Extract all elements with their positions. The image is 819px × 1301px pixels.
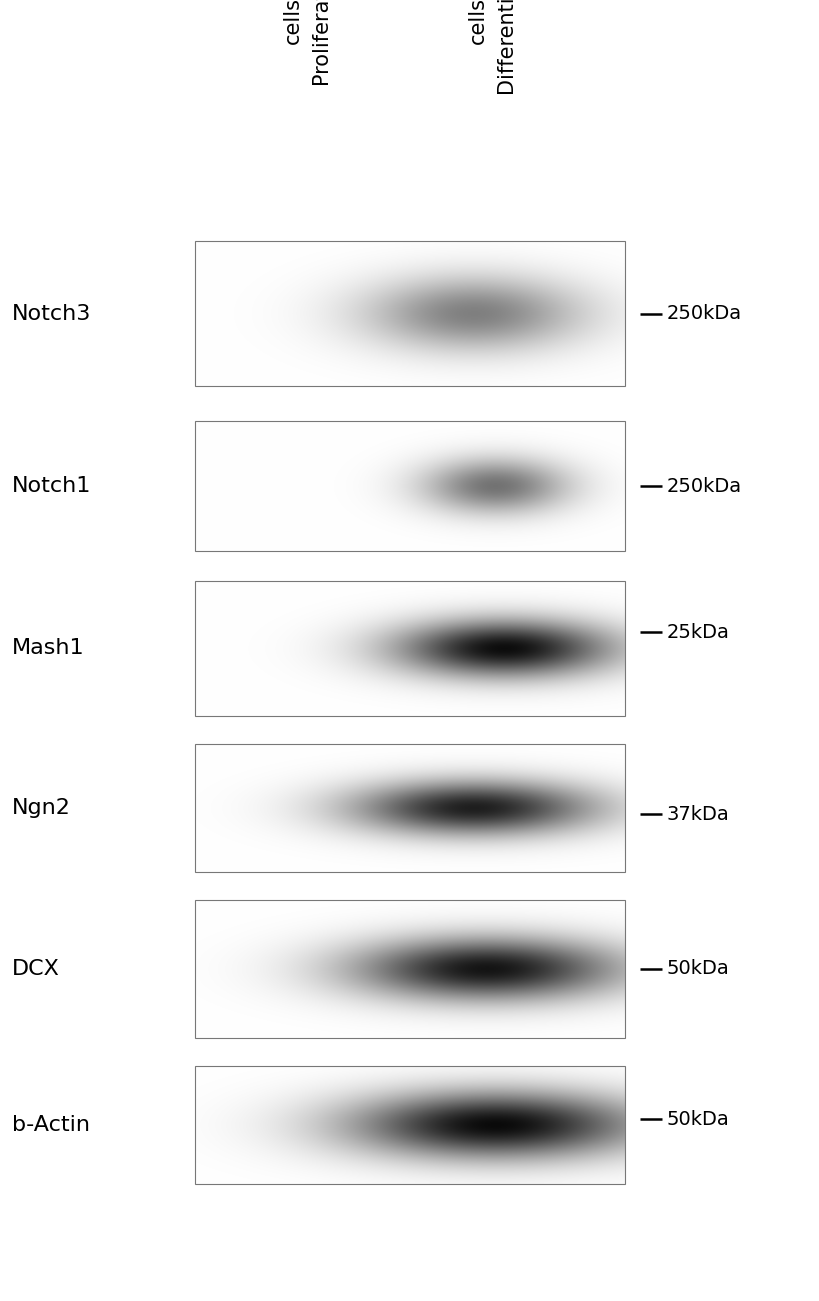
Text: b-Actin: b-Actin bbox=[12, 1115, 90, 1134]
Bar bbox=[195, 582, 624, 716]
Text: 50kDa: 50kDa bbox=[666, 1110, 729, 1128]
Text: Proliferating: Proliferating bbox=[310, 0, 331, 85]
Text: Ngn2: Ngn2 bbox=[12, 798, 70, 818]
Text: 250kDa: 250kDa bbox=[666, 476, 741, 496]
Text: 37kDa: 37kDa bbox=[666, 805, 729, 824]
Bar bbox=[195, 900, 624, 1038]
Text: Notch1: Notch1 bbox=[12, 476, 91, 496]
Bar bbox=[195, 744, 624, 872]
Text: cells: cells bbox=[468, 0, 487, 44]
Text: 25kDa: 25kDa bbox=[666, 623, 729, 641]
Bar bbox=[195, 422, 624, 552]
Text: Mash1: Mash1 bbox=[12, 639, 84, 658]
Text: 250kDa: 250kDa bbox=[666, 304, 741, 323]
Text: Differentiated: Differentiated bbox=[495, 0, 515, 94]
Text: 50kDa: 50kDa bbox=[666, 960, 729, 978]
Text: Notch3: Notch3 bbox=[12, 303, 91, 324]
Text: cells: cells bbox=[283, 0, 303, 44]
Bar bbox=[195, 1066, 624, 1184]
Bar bbox=[195, 241, 624, 386]
Text: DCX: DCX bbox=[12, 959, 60, 978]
